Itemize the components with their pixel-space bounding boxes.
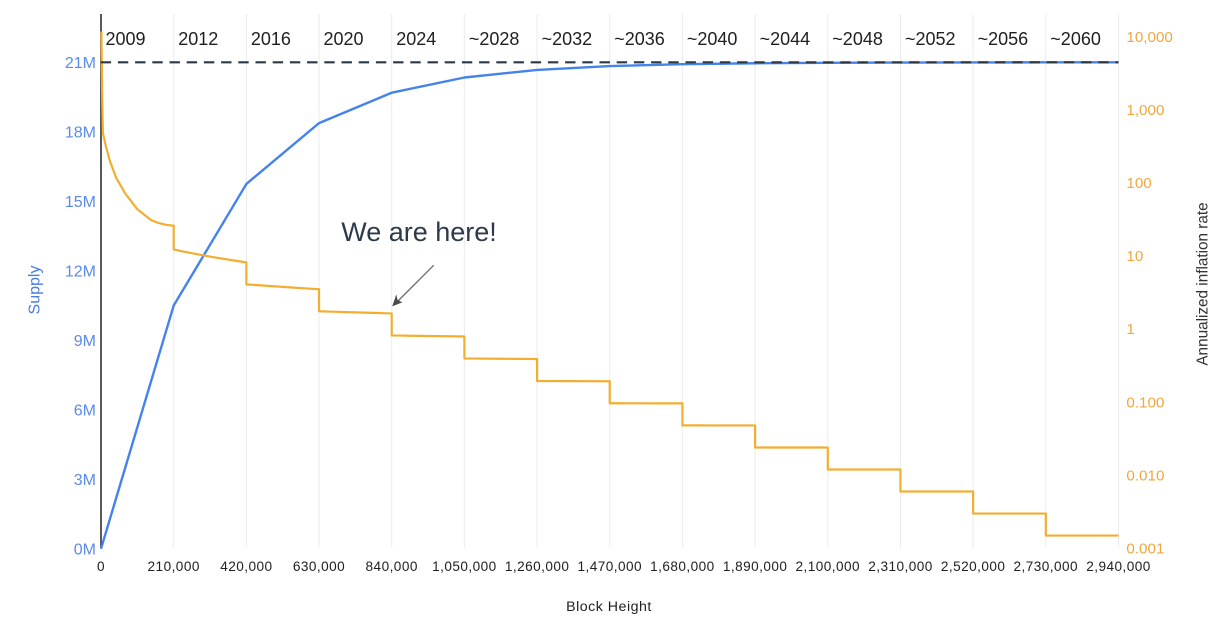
svg-text:~2040: ~2040 (687, 29, 738, 49)
svg-text:2,940,000: 2,940,000 (1086, 559, 1151, 574)
svg-text:2009: 2009 (106, 29, 146, 49)
svg-text:420,000: 420,000 (220, 559, 272, 574)
svg-text:2,730,000: 2,730,000 (1014, 559, 1079, 574)
svg-text:0.100: 0.100 (1126, 394, 1164, 411)
svg-text:~2048: ~2048 (832, 29, 883, 49)
svg-text:~2032: ~2032 (542, 29, 593, 49)
svg-text:~2028: ~2028 (469, 29, 520, 49)
svg-text:1,680,000: 1,680,000 (650, 559, 715, 574)
svg-text:630,000: 630,000 (293, 559, 345, 574)
svg-text:1,470,000: 1,470,000 (578, 559, 643, 574)
svg-text:~2052: ~2052 (905, 29, 956, 49)
svg-text:0.010: 0.010 (1126, 467, 1164, 484)
svg-text:12M: 12M (65, 264, 96, 281)
svg-text:~2060: ~2060 (1050, 29, 1101, 49)
svg-text:100: 100 (1126, 175, 1151, 192)
svg-text:2,310,000: 2,310,000 (868, 559, 933, 574)
svg-text:2016: 2016 (251, 29, 291, 49)
svg-text:0M: 0M (74, 542, 96, 559)
svg-text:2024: 2024 (396, 29, 436, 49)
svg-text:2,520,000: 2,520,000 (941, 559, 1006, 574)
svg-text:Block Height: Block Height (566, 599, 652, 615)
svg-text:1,000: 1,000 (1126, 102, 1164, 119)
svg-text:840,000: 840,000 (366, 559, 418, 574)
svg-text:Supply: Supply (27, 266, 44, 315)
svg-text:1,890,000: 1,890,000 (723, 559, 788, 574)
svg-text:~2036: ~2036 (614, 29, 665, 49)
svg-text:15M: 15M (65, 194, 96, 211)
svg-text:10: 10 (1126, 248, 1143, 265)
svg-text:0.001: 0.001 (1126, 541, 1164, 558)
svg-text:21M: 21M (65, 55, 96, 72)
svg-text:2020: 2020 (324, 29, 364, 49)
svg-text:2,100,000: 2,100,000 (796, 559, 861, 574)
svg-text:1,050,000: 1,050,000 (432, 559, 497, 574)
svg-text:0: 0 (97, 559, 105, 574)
svg-text:2012: 2012 (178, 29, 218, 49)
svg-text:210,000: 210,000 (148, 559, 200, 574)
svg-text:~2044: ~2044 (760, 29, 811, 49)
svg-text:9M: 9M (74, 333, 96, 350)
svg-text:18M: 18M (65, 125, 96, 142)
svg-text:1: 1 (1126, 321, 1134, 338)
svg-text:We are here!: We are here! (341, 217, 497, 247)
svg-text:1,260,000: 1,260,000 (505, 559, 570, 574)
svg-text:~2056: ~2056 (978, 29, 1029, 49)
svg-text:Annualized inflation rate: Annualized inflation rate (1195, 202, 1212, 365)
svg-text:6M: 6M (74, 403, 96, 420)
svg-text:10,000: 10,000 (1126, 29, 1172, 46)
svg-text:3M: 3M (74, 472, 96, 489)
